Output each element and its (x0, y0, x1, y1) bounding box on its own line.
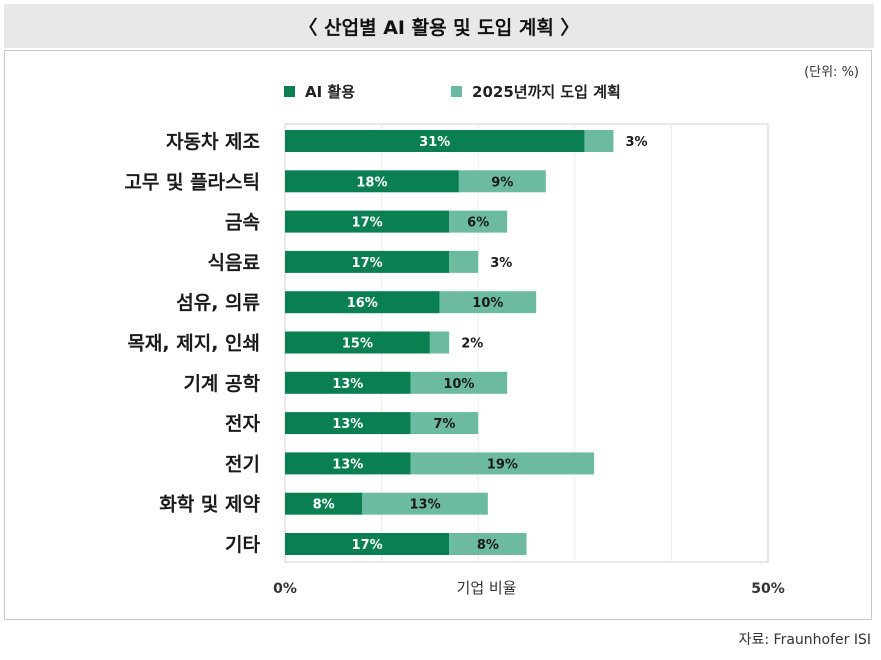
bar-plan-2025 (362, 492, 488, 515)
bar-ai-use (285, 130, 585, 152)
data-label-ai-use: 17% (352, 538, 383, 553)
data-label-ai-use: 31% (419, 135, 450, 150)
category-label: 화학 및 제약 (159, 494, 260, 516)
bar-plan-2025 (410, 412, 479, 435)
data-label-plan-2025: 8% (477, 538, 499, 553)
bar-ai-use (285, 210, 450, 233)
data-label-plan-2025: 13% (410, 498, 441, 513)
unit-label: (단위: %) (804, 65, 859, 80)
data-label-plan-2025: 10% (472, 296, 503, 311)
data-label-plan-2025: 10% (443, 377, 474, 392)
category-label: 기타 (225, 534, 260, 556)
category-label: 전기 (225, 453, 260, 475)
bar-ai-use (285, 331, 430, 354)
bar-ai-use (285, 492, 363, 515)
legend-swatch-ai-use (284, 86, 295, 97)
source-note: 자료: Fraunhofer ISI (738, 632, 871, 648)
category-label: 고무 및 플라스틱 (124, 171, 260, 193)
data-label-plan-2025: 2% (461, 337, 483, 352)
bar-ai-use (285, 452, 411, 475)
data-label-ai-use: 18% (356, 175, 387, 190)
data-label-ai-use: 17% (352, 216, 383, 231)
chart-title: 〈 산업별 AI 활용 및 도입 계획 〉 (4, 4, 874, 48)
data-label-ai-use: 15% (342, 337, 373, 352)
data-label-plan-2025: 6% (467, 216, 489, 231)
category-label: 목재, 제지, 인쇄 (127, 333, 260, 355)
data-label-ai-use: 13% (332, 457, 363, 472)
data-label-plan-2025: 19% (487, 457, 518, 472)
bar-ai-use (285, 291, 440, 314)
bar-plan-2025 (439, 291, 537, 314)
data-label-plan-2025: 7% (433, 417, 455, 432)
category-label: 자동차 제조 (166, 131, 260, 153)
bar-plan-2025 (449, 250, 479, 273)
legend-swatch-plan-2025 (451, 86, 463, 97)
category-label: 섬유, 의류 (176, 292, 260, 314)
x-tick-label: 50% (751, 581, 785, 597)
bar-plan-2025 (429, 331, 450, 354)
x-axis-label: 기업 비율 (457, 579, 517, 597)
bar-ai-use (285, 250, 450, 273)
bar-plan-2025 (410, 371, 508, 394)
category-label: 전자 (225, 413, 260, 435)
bar-plan-2025 (410, 452, 595, 475)
bar-plan-2025 (449, 210, 508, 233)
data-label-plan-2025: 3% (490, 256, 512, 271)
legend-item-ai-use: AI 활용 (284, 81, 355, 102)
legend-label-plan-2025: 2025년까지 도입 계획 (472, 83, 621, 101)
x-tick-label: 0% (273, 581, 297, 597)
category-label: 기계 공학 (183, 373, 260, 395)
bar-chart: 자동차 제조 31% 3% 고무 및 플라스틱 18% 9% 금속 17% 6% 식음료 17% 3%… (124, 123, 785, 597)
data-label-ai-use: 13% (332, 377, 363, 392)
category-label: 금속 (225, 212, 260, 234)
bar-ai-use (285, 533, 450, 555)
category-label: 식음료 (208, 252, 260, 274)
data-label-plan-2025: 9% (491, 175, 513, 190)
legend-label-ai-use: AI 활용 (305, 83, 356, 101)
legend: AI 활용 2025년까지 도입 계획 (284, 81, 717, 102)
bar-plan-2025 (584, 130, 614, 152)
data-label-ai-use: 13% (332, 417, 363, 432)
data-label-plan-2025: 3% (625, 135, 647, 150)
bar-ai-use (285, 170, 459, 193)
bar-plan-2025 (449, 533, 527, 555)
data-label-ai-use: 8% (313, 498, 335, 513)
data-label-ai-use: 16% (347, 296, 378, 311)
legend-item-plan-2025: 2025년까지 도입 계획 (451, 81, 621, 102)
data-label-ai-use: 17% (352, 256, 383, 271)
bar-ai-use (285, 371, 411, 394)
bar-plan-2025 (458, 170, 546, 193)
bar-ai-use (285, 412, 411, 435)
